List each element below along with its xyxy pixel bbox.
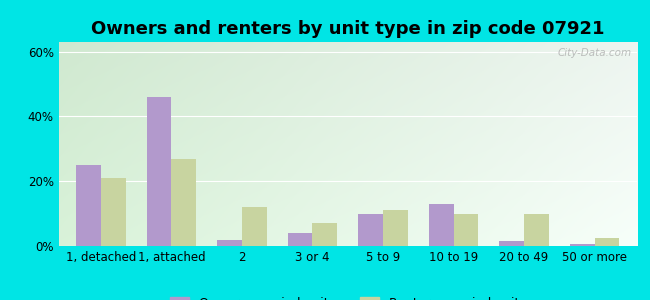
Bar bbox=[147, 97, 172, 246]
Bar bbox=[288, 233, 313, 246]
Bar bbox=[524, 214, 549, 246]
Bar bbox=[313, 223, 337, 246]
Bar bbox=[454, 214, 478, 246]
Bar bbox=[217, 239, 242, 246]
Legend: Owner occupied units, Renter occupied units: Owner occupied units, Renter occupied un… bbox=[170, 297, 525, 300]
Bar bbox=[383, 210, 408, 246]
Bar bbox=[172, 159, 196, 246]
Bar bbox=[101, 178, 125, 246]
Bar bbox=[242, 207, 266, 246]
Bar bbox=[570, 244, 595, 246]
Title: Owners and renters by unit type in zip code 07921: Owners and renters by unit type in zip c… bbox=[91, 20, 604, 38]
Bar bbox=[429, 204, 454, 246]
Bar bbox=[499, 241, 524, 246]
Bar bbox=[76, 165, 101, 246]
Bar bbox=[595, 238, 619, 246]
Bar bbox=[358, 214, 383, 246]
Text: City-Data.com: City-Data.com bbox=[557, 48, 631, 58]
